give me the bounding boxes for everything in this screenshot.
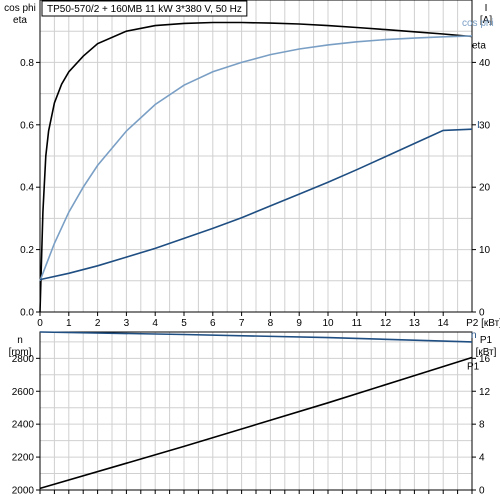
- x-axis-label: P2 [кВт]: [466, 318, 500, 329]
- right-tick-label: 40: [479, 58, 491, 69]
- left-tick-label: 2400: [12, 420, 35, 431]
- left-axis-label: n: [17, 335, 23, 346]
- series-label-i: I: [477, 120, 480, 131]
- right-tick-label: 0: [479, 308, 485, 319]
- right-tick-label: 16: [479, 354, 491, 365]
- right-axis-label: [A]: [480, 15, 492, 26]
- right-axis-label: [кВт]: [476, 347, 497, 358]
- series-label-eta: eta: [472, 41, 486, 52]
- right-tick-label: 0: [479, 486, 485, 497]
- x-tick-label: 5: [181, 318, 187, 329]
- left-tick-label: 2200: [12, 453, 35, 464]
- x-tick-label: 8: [268, 318, 274, 329]
- x-tick-label: 4: [152, 318, 158, 329]
- right-tick-label: 20: [479, 183, 491, 194]
- x-tick-label: 2: [95, 318, 101, 329]
- x-tick-label: 0: [37, 318, 43, 329]
- x-tick-label: 10: [322, 318, 334, 329]
- x-tick-label: 11: [352, 318, 363, 329]
- left-tick-label: 2800: [12, 354, 35, 365]
- left-tick-label: 2000: [12, 486, 35, 497]
- x-tick-label: 12: [380, 318, 392, 329]
- x-tick-label: 14: [438, 318, 450, 329]
- series-line-n: [39, 331, 473, 343]
- bottom-chart-panel: 200022002400260028000481216n[rpm]P1[кВт]…: [9, 330, 497, 497]
- left-tick-label: 0.8: [20, 58, 34, 69]
- right-axis-label: I: [485, 3, 488, 14]
- right-axis-label: P1: [480, 335, 493, 346]
- right-tick-label: 12: [479, 387, 491, 398]
- series-label-cos-phi: cos phi: [462, 18, 494, 29]
- left-tick-label: 2600: [12, 387, 35, 398]
- series-line-eta: [39, 21, 473, 313]
- x-tick-label: 1: [66, 318, 72, 329]
- plot-frame: [39, 0, 473, 313]
- left-axis-label: cos phi: [4, 3, 36, 14]
- left-tick-label: 0.2: [20, 245, 34, 256]
- series-label-p1: P1: [467, 362, 480, 373]
- chart-title: TP50-570/2 + 160MB 11 kW 3*380 V, 50 Hz: [47, 4, 242, 15]
- left-axis-label: [rpm]: [9, 347, 32, 358]
- x-tick-label: 6: [210, 318, 216, 329]
- chart-title-box: [41, 0, 248, 17]
- right-tick-label: 8: [479, 420, 485, 431]
- series-label-n: n: [471, 330, 477, 341]
- right-tick-label: 4: [479, 453, 485, 464]
- series-line-p1: [39, 356, 473, 490]
- x-tick-label: 3: [124, 318, 130, 329]
- x-tick-label: 9: [296, 318, 302, 329]
- left-axis-label: eta: [13, 15, 27, 26]
- left-tick-label: 0.0: [20, 308, 34, 319]
- x-tick-label: 13: [409, 318, 421, 329]
- x-tick-label: 7: [239, 318, 245, 329]
- left-tick-label: 0.6: [20, 120, 34, 131]
- left-tick-label: 0.4: [20, 183, 34, 194]
- series-line-i: [39, 128, 473, 281]
- right-tick-label: 10: [479, 245, 491, 256]
- right-tick-label: 30: [479, 120, 491, 131]
- series-line-cos-phi: [39, 35, 473, 282]
